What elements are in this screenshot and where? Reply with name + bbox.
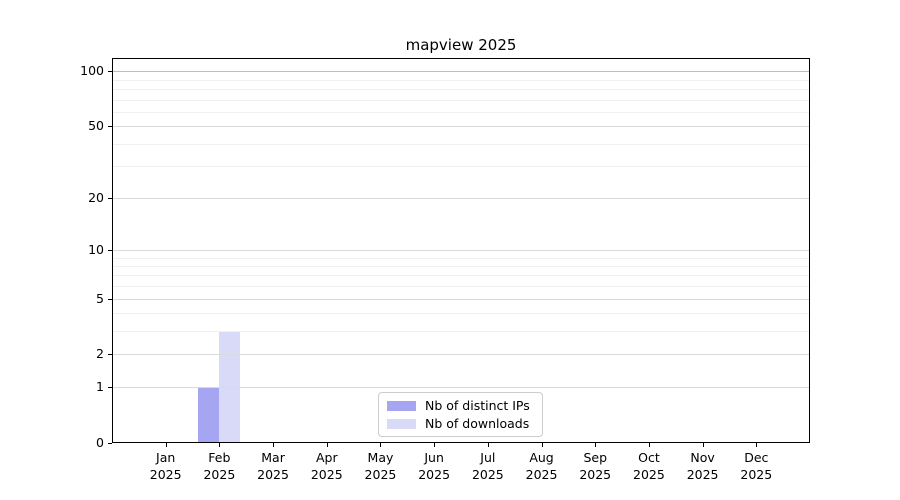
x-tick (595, 443, 597, 447)
y-tick (108, 387, 112, 388)
x-tick (165, 443, 167, 447)
y-tick-label: 100 (80, 63, 104, 79)
x-tick-year: 2025 (686, 467, 719, 482)
x-tick-label: Nov 2025 (671, 449, 735, 483)
x-tick-month: Apr (315, 450, 338, 465)
x-tick (434, 443, 436, 447)
x-tick (541, 443, 543, 447)
bar-nb-of-distinct-ips (198, 387, 220, 443)
gridline-minor (112, 144, 810, 145)
x-tick-year: 2025 (740, 467, 773, 482)
legend: Nb of distinct IPs Nb of downloads (378, 392, 543, 437)
x-tick-year: 2025 (525, 467, 558, 482)
x-tick-label: May 2025 (348, 449, 412, 483)
legend-row: Nb of downloads (387, 416, 533, 431)
x-tick (326, 443, 328, 447)
y-tick (108, 354, 112, 355)
x-tick (273, 443, 275, 447)
x-tick (756, 443, 758, 447)
gridline-minor (112, 266, 810, 267)
legend-swatch (387, 418, 416, 429)
x-tick-year: 2025 (471, 467, 504, 482)
x-tick-month: Feb (208, 450, 231, 465)
x-tick-year: 2025 (310, 467, 343, 482)
x-tick-year: 2025 (579, 467, 612, 482)
y-tick-label: 10 (88, 241, 104, 257)
y-tick-label: 50 (88, 118, 104, 134)
x-tick-year: 2025 (633, 467, 665, 482)
x-tick-month: Oct (638, 450, 660, 465)
x-tick-month: Jul (480, 450, 496, 465)
gridline-minor (112, 331, 810, 332)
legend-swatch (387, 400, 416, 411)
legend-label: Nb of distinct IPs (425, 398, 530, 413)
x-tick-month: Sep (583, 450, 607, 465)
x-tick-label: Apr 2025 (295, 449, 359, 483)
x-tick-year: 2025 (257, 467, 289, 482)
legend-label: Nb of downloads (425, 416, 530, 431)
x-tick-month: Mar (261, 450, 285, 465)
x-tick-year: 2025 (418, 467, 451, 482)
y-tick-label: 5 (96, 290, 104, 306)
gridline-minor (112, 166, 810, 167)
x-tick (487, 443, 489, 447)
x-tick-label: Oct 2025 (617, 449, 681, 483)
y-tick (108, 299, 112, 300)
gridline-major (112, 299, 810, 300)
y-tick (108, 71, 112, 72)
y-tick-label: 2 (96, 346, 104, 362)
legend-row: Nb of distinct IPs (387, 398, 533, 413)
x-tick-year: 2025 (364, 467, 397, 482)
x-tick-month: Jun (424, 450, 444, 465)
gridline-minor (112, 89, 810, 90)
x-tick-label: Dec 2025 (724, 449, 788, 483)
x-tick-label: Sep 2025 (563, 449, 627, 483)
x-tick-month: Jan (156, 450, 176, 465)
x-tick-month: Aug (529, 450, 554, 465)
gridline-minor (112, 80, 810, 81)
gridline-minor (112, 112, 810, 113)
gridline-major (112, 198, 810, 199)
x-tick-year: 2025 (203, 467, 236, 482)
gridline-minor (112, 313, 810, 314)
x-tick-month: Nov (690, 450, 715, 465)
y-tick-label: 20 (88, 189, 104, 205)
x-tick-label: Jan 2025 (134, 449, 198, 483)
gridline-minor (112, 275, 810, 276)
chart-title: mapview 2025 (405, 36, 517, 54)
y-tick (108, 126, 112, 127)
gridline-major (112, 387, 810, 388)
gridline-minor (112, 258, 810, 259)
x-tick (702, 443, 704, 447)
gridline-major (112, 126, 810, 127)
x-tick-label: Aug 2025 (510, 449, 574, 483)
y-tick-label: 1 (96, 379, 104, 395)
x-tick-label: Mar 2025 (241, 449, 305, 483)
x-tick (648, 443, 650, 447)
x-tick-month: Dec (744, 450, 769, 465)
x-tick (219, 443, 221, 447)
y-tick (108, 250, 112, 251)
gridline-major (112, 354, 810, 355)
gridline-major (112, 71, 810, 72)
x-tick-label: Jul 2025 (456, 449, 520, 483)
y-tick-label: 0 (96, 435, 104, 450)
gridline-minor (112, 100, 810, 101)
gridline-major (112, 250, 810, 251)
x-tick-year: 2025 (149, 467, 182, 482)
x-tick-label: Feb 2025 (187, 449, 251, 483)
x-tick-month: May (367, 450, 394, 465)
y-tick (108, 198, 112, 199)
y-tick (108, 443, 112, 444)
x-tick (380, 443, 382, 447)
gridline-minor (112, 286, 810, 287)
x-tick-label: Jun 2025 (402, 449, 466, 483)
